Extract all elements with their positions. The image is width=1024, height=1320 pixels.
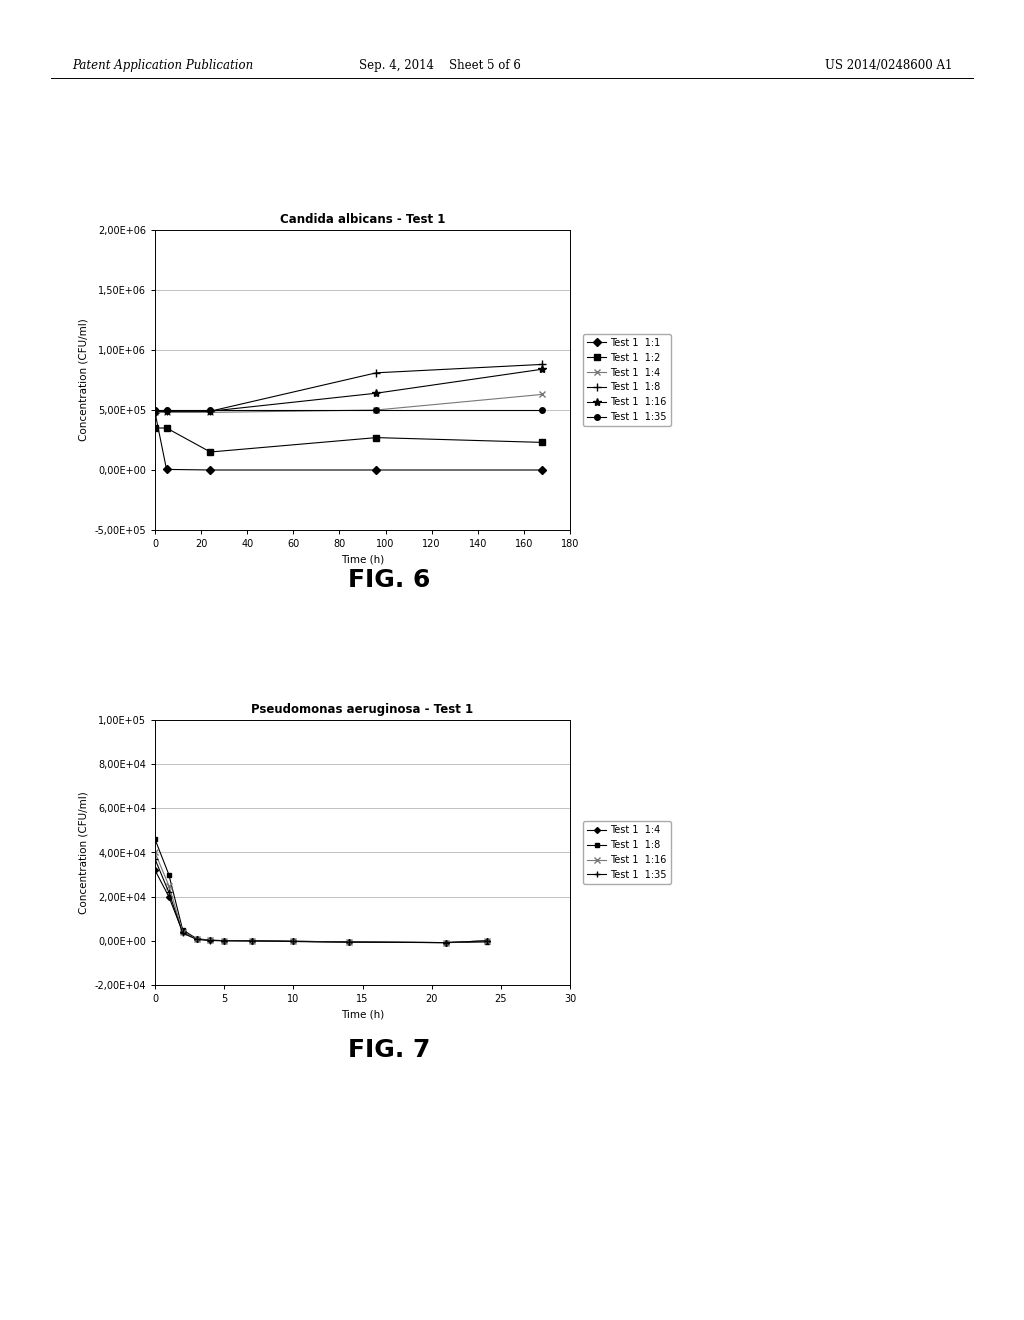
Test 1  1:4	[439, 935, 452, 950]
Test 1  1:4	[287, 933, 299, 949]
Test 1  1:8	[439, 935, 452, 950]
X-axis label: Time (h): Time (h)	[341, 554, 384, 565]
Test 1  1:4	[204, 404, 216, 420]
Line: Test 1  1:1: Test 1 1:1	[153, 409, 545, 473]
Test 1  1:16	[176, 924, 188, 940]
Test 1  1:2	[204, 444, 216, 459]
Line: Test 1  1:2: Test 1 1:2	[153, 425, 545, 455]
Test 1  1:8	[190, 931, 203, 946]
Line: Test 1  1:8: Test 1 1:8	[153, 837, 489, 945]
Test 1  1:35	[148, 403, 161, 418]
Title: Pseudomonas aeruginosa - Test 1: Pseudomonas aeruginosa - Test 1	[252, 704, 473, 715]
Test 1  1:8	[287, 933, 299, 949]
Line: Test 1  1:8: Test 1 1:8	[151, 360, 547, 416]
Text: FIG. 6: FIG. 6	[348, 568, 430, 591]
Test 1  1:4	[371, 403, 383, 418]
Test 1  1:35	[439, 935, 452, 950]
Test 1  1:8	[163, 867, 175, 883]
Test 1  1:4	[148, 862, 161, 878]
Test 1  1:1	[148, 404, 161, 420]
Test 1  1:8	[204, 932, 216, 948]
Test 1  1:8	[204, 404, 216, 420]
Test 1  1:16	[163, 878, 175, 894]
Test 1  1:8	[246, 933, 258, 949]
Title: Candida albicans - Test 1: Candida albicans - Test 1	[280, 213, 445, 226]
Test 1  1:1	[161, 462, 173, 478]
Test 1  1:35	[218, 933, 230, 949]
Test 1  1:35	[371, 403, 383, 418]
Line: Test 1  1:35: Test 1 1:35	[153, 408, 545, 413]
Test 1  1:35	[163, 884, 175, 900]
Test 1  1:35	[204, 403, 216, 418]
Test 1  1:2	[161, 420, 173, 436]
Test 1  1:8	[537, 356, 549, 372]
Test 1  1:8	[176, 921, 188, 937]
Test 1  1:35	[246, 933, 258, 949]
Test 1  1:8	[371, 364, 383, 380]
Test 1  1:35	[161, 403, 173, 418]
Line: Test 1  1:4: Test 1 1:4	[152, 391, 546, 416]
Test 1  1:4	[204, 932, 216, 948]
Test 1  1:4	[163, 888, 175, 904]
Test 1  1:1	[371, 462, 383, 478]
Test 1  1:16	[148, 845, 161, 861]
Legend: Test 1  1:4, Test 1  1:8, Test 1  1:16, Test 1  1:35: Test 1 1:4, Test 1 1:8, Test 1 1:16, Tes…	[583, 821, 671, 883]
Test 1  1:4	[148, 404, 161, 420]
Test 1  1:35	[148, 851, 161, 867]
Y-axis label: Concentration (CFU/ml): Concentration (CFU/ml)	[79, 791, 89, 913]
Legend: Test 1  1:1, Test 1  1:2, Test 1  1:4, Test 1  1:8, Test 1  1:16, Test 1  1:35: Test 1 1:1, Test 1 1:2, Test 1 1:4, Test…	[583, 334, 671, 426]
Test 1  1:4	[481, 933, 494, 949]
Line: Test 1  1:16: Test 1 1:16	[153, 850, 489, 945]
Text: FIG. 7: FIG. 7	[348, 1038, 430, 1063]
Test 1  1:1	[537, 462, 549, 478]
Text: Sep. 4, 2014    Sheet 5 of 6: Sep. 4, 2014 Sheet 5 of 6	[359, 58, 521, 71]
Test 1  1:35	[287, 933, 299, 949]
Test 1  1:35	[176, 925, 188, 941]
Test 1  1:8	[161, 404, 173, 420]
Test 1  1:16	[481, 933, 494, 949]
Test 1  1:2	[537, 434, 549, 450]
Test 1  1:16	[190, 931, 203, 946]
Test 1  1:8	[218, 933, 230, 949]
Test 1  1:35	[204, 933, 216, 949]
Test 1  1:35	[537, 403, 549, 418]
Text: Patent Application Publication: Patent Application Publication	[72, 58, 253, 71]
Test 1  1:35	[481, 933, 494, 949]
Test 1  1:16	[439, 935, 452, 950]
Test 1  1:4	[246, 933, 258, 949]
Test 1  1:4	[190, 931, 203, 946]
Test 1  1:8	[148, 404, 161, 420]
Test 1  1:16	[287, 933, 299, 949]
Line: Test 1  1:35: Test 1 1:35	[152, 855, 490, 946]
Test 1  1:8	[148, 832, 161, 847]
Test 1  1:16	[246, 933, 258, 949]
Test 1  1:4	[176, 924, 188, 940]
X-axis label: Time (h): Time (h)	[341, 1010, 384, 1019]
Test 1  1:16	[148, 404, 161, 420]
Test 1  1:8	[481, 935, 494, 950]
Test 1  1:35	[190, 932, 203, 948]
Line: Test 1  1:16: Test 1 1:16	[151, 366, 547, 416]
Test 1  1:16	[371, 385, 383, 401]
Test 1  1:16	[218, 933, 230, 949]
Test 1  1:4	[537, 387, 549, 403]
Test 1  1:4	[342, 935, 354, 950]
Test 1  1:4	[161, 404, 173, 420]
Test 1  1:2	[148, 420, 161, 436]
Test 1  1:8	[342, 935, 354, 950]
Test 1  1:16	[537, 362, 549, 378]
Test 1  1:16	[204, 932, 216, 948]
Test 1  1:1	[204, 462, 216, 478]
Y-axis label: Concentration (CFU/ml): Concentration (CFU/ml)	[79, 318, 89, 441]
Test 1  1:16	[342, 935, 354, 950]
Text: US 2014/0248600 A1: US 2014/0248600 A1	[825, 58, 952, 71]
Test 1  1:16	[161, 404, 173, 420]
Line: Test 1  1:4: Test 1 1:4	[153, 869, 489, 945]
Test 1  1:4	[218, 933, 230, 949]
Test 1  1:2	[371, 430, 383, 446]
Test 1  1:16	[204, 404, 216, 420]
Test 1  1:35	[342, 935, 354, 950]
